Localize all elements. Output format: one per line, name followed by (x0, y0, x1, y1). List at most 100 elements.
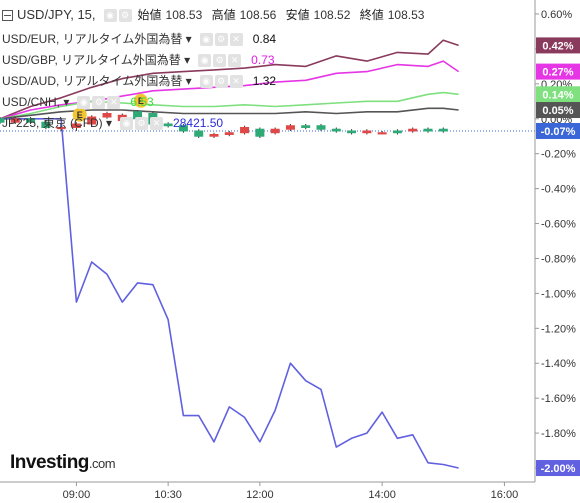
visibility-icon[interactable]: ◉ (120, 116, 134, 130)
low-label: 安値 (285, 8, 310, 22)
candle-body (41, 121, 51, 128)
settings-icon[interactable]: ⚙ (213, 53, 227, 67)
legend-value: 28421.50 (173, 116, 224, 130)
candle-body (423, 128, 433, 132)
y-tick-label: -1.20% (541, 323, 576, 335)
event-marker-circle (133, 93, 148, 108)
candle-body (102, 113, 112, 118)
candle-body (255, 128, 265, 137)
collapse-icon[interactable] (2, 9, 13, 21)
high-label: 高値 (211, 8, 236, 22)
y-tick-label: -0.60% (541, 219, 576, 231)
y-tick-label: -1.00% (541, 288, 576, 300)
legend-row: USD/GBP, リアルタイム外国為替 ▾ ◉ ⚙ ✕ 0.73 (2, 51, 275, 69)
legend-symbol[interactable]: JP225, 東京 (CFD) ▾ (2, 116, 113, 130)
legend-symbol[interactable]: USD/CNH, ▾ (2, 95, 70, 109)
candle-body (71, 123, 81, 128)
close-icon[interactable]: ✕ (107, 95, 121, 109)
close-value: 108.53 (387, 8, 425, 22)
legend-controls: ◉ ⚙ ✕ (199, 74, 243, 88)
candle-body (316, 125, 326, 130)
end-label-bg (536, 37, 580, 54)
candle-body (362, 130, 372, 134)
candle-body (56, 126, 66, 130)
legend-row: USD/EUR, リアルタイム外国為替 ▾ ◉ ⚙ ✕ 0.84 (2, 30, 276, 48)
main-controls: ◉ ⚙ (103, 8, 132, 22)
close-icon[interactable]: ✕ (229, 32, 243, 46)
candle-body (163, 123, 173, 127)
candle-body (438, 128, 448, 132)
x-tick-label: 16:00 (491, 489, 519, 501)
legend-main: USD/JPY, 15, ◉ ⚙ 始値 108.53 高値 108.56 安値 108… (2, 6, 424, 24)
x-tick-label: 10:30 (154, 489, 182, 501)
legend-symbol[interactable]: USD/AUD, リアルタイム外国為替 ▾ (2, 74, 192, 88)
close-icon[interactable]: ✕ (229, 74, 243, 88)
candle-body (87, 116, 97, 125)
y-tick-label: 0.60% (541, 9, 572, 21)
end-label-bg (536, 102, 580, 119)
visibility-icon[interactable]: ◉ (199, 32, 213, 46)
visibility-icon[interactable]: ◉ (198, 53, 212, 67)
settings-icon[interactable]: ⚙ (135, 116, 149, 130)
x-tick-label: 12:00 (246, 489, 274, 501)
legend-value: 1.32 (252, 74, 277, 88)
event-marker: E (72, 107, 87, 122)
candle-body (178, 125, 188, 132)
candle-layer: EE (0, 93, 448, 138)
settings-icon[interactable]: ⚙ (214, 32, 228, 46)
y-tick-label: -1.60% (541, 393, 576, 405)
event-marker: E (133, 93, 148, 108)
legend-row: JP225, 東京 (CFD) ▾ ◉ ⚙ ✕ 28421.50 (2, 114, 223, 132)
end-label-usd-jpy: -0.07% (541, 126, 576, 138)
end-label-usd-cnh: 0.05% (542, 105, 573, 117)
end-label-jp225: -2.00% (541, 463, 576, 475)
legend-value: 6.53 (130, 95, 154, 109)
legend-symbol[interactable]: USD/EUR, リアルタイム外国為替 ▾ (2, 32, 192, 46)
legend-symbol[interactable]: USD/GBP, リアルタイム外国為替 ▾ (2, 53, 191, 67)
candle-body (392, 130, 402, 134)
logo-suffix: .com (88, 456, 116, 471)
x-tick-label: 09:00 (63, 489, 91, 501)
close-icon[interactable]: ✕ (150, 116, 164, 130)
ohlc-values: 始値 108.53 高値 108.56 安値 108.52 終値 108.53 (138, 6, 425, 24)
settings-icon[interactable]: ⚙ (92, 95, 106, 109)
event-marker-label: E (138, 96, 144, 106)
legend-row: USD/CNH, ▾ ◉ ⚙ ✕ 6.53 (2, 93, 154, 111)
candle-body (347, 130, 357, 134)
visibility-icon[interactable]: ◉ (77, 95, 91, 109)
high-value: 108.56 (239, 8, 277, 22)
y-tick-label: -0.40% (541, 184, 576, 196)
end-label-bg (536, 63, 580, 80)
end-label-bg (536, 460, 580, 477)
candle-body (270, 128, 280, 134)
legend-value: 0.84 (252, 32, 277, 46)
candle-body (224, 132, 234, 135)
visibility-icon[interactable]: ◉ (199, 74, 213, 88)
end-label-bg (536, 86, 580, 103)
main-symbol: USD/JPY, 15, (17, 7, 96, 22)
settings-icon[interactable]: ⚙ (214, 74, 228, 88)
y-tick-label: -0.20% (541, 149, 576, 161)
candle-body (10, 118, 20, 123)
legend-value: 0.73 (251, 53, 275, 67)
end-label-usd-eur: 0.42% (542, 40, 573, 52)
logo-text: Investing (10, 452, 89, 473)
candle-body (377, 132, 387, 135)
legend-controls: ◉ ⚙ ✕ (120, 116, 164, 130)
candle-body (209, 133, 219, 137)
close-icon[interactable]: ✕ (228, 53, 242, 67)
settings-icon[interactable]: ⚙ (118, 8, 132, 22)
series-line-usd-eur (0, 39, 459, 120)
candle-body (285, 125, 295, 130)
close-label: 終値 (359, 8, 384, 22)
candle-body (301, 125, 311, 128)
visibility-icon[interactable]: ◉ (103, 8, 117, 22)
low-value: 108.52 (313, 8, 351, 22)
candle-body (194, 130, 204, 137)
end-label-bg (536, 122, 580, 139)
candle-body (240, 126, 250, 134)
candle-body (26, 118, 36, 123)
y-tick-label: -0.80% (541, 253, 576, 265)
